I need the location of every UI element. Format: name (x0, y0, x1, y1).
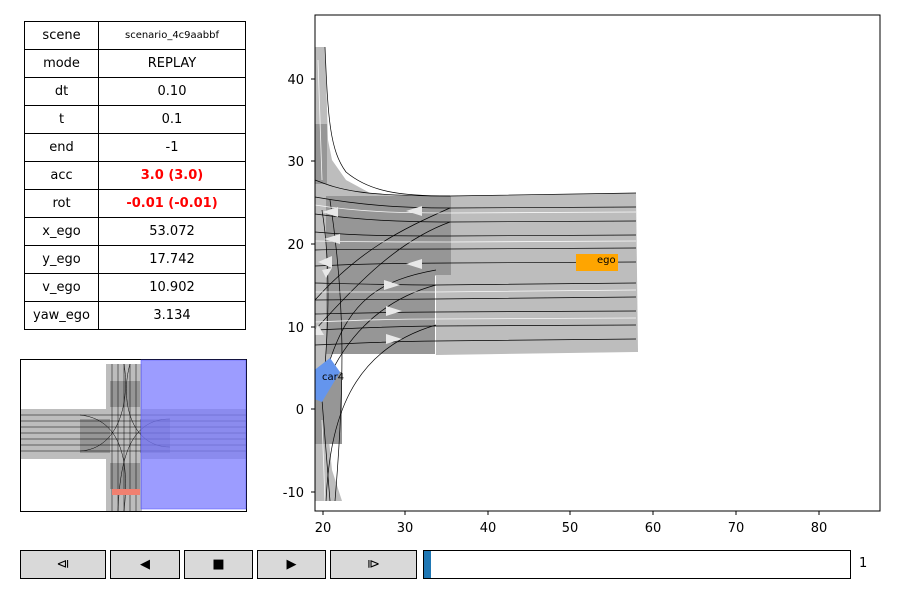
row-key: rot (24, 189, 99, 218)
row-value: 53.072 (98, 217, 246, 246)
minimap (20, 359, 247, 512)
row-key: yaw_ego (24, 301, 99, 330)
y-axis: -10 0 10 20 30 40 (283, 73, 315, 501)
road-layer (315, 46, 638, 502)
y-tick-label: 20 (287, 238, 304, 253)
play-reverse-button[interactable]: ◀ (110, 550, 180, 579)
ego-label: ego (597, 255, 616, 266)
row-key: y_ego (24, 245, 99, 274)
x-tick-label: 80 (811, 521, 828, 536)
car4-label: car4 (322, 372, 344, 383)
row-key: t (24, 105, 99, 134)
row-key: end (24, 133, 99, 162)
table-row: rot -0.01 (-0.01) (24, 189, 246, 218)
row-value: 10.902 (98, 273, 246, 302)
table-row: acc 3.0 (3.0) (24, 161, 246, 190)
step-back-button[interactable]: ⧏ (20, 550, 106, 579)
row-value: 0.10 (98, 77, 246, 106)
row-value: -0.01 (-0.01) (98, 189, 246, 218)
y-tick-label: 30 (287, 155, 304, 170)
table-row: mode REPLAY (24, 49, 246, 78)
right-road (436, 193, 638, 355)
frame-slider-fill (424, 551, 431, 578)
row-value: 3.0 (3.0) (98, 161, 246, 190)
x-tick-label: 40 (480, 521, 497, 536)
row-value: REPLAY (98, 49, 246, 78)
minimap-position-marker (112, 489, 140, 495)
row-value: -1 (98, 133, 246, 162)
row-value: 0.1 (98, 105, 246, 134)
direction-arrows (315, 206, 422, 344)
table-row: yaw_ego 3.134 (24, 301, 246, 330)
row-key: acc (24, 161, 99, 190)
x-axis: 20 30 40 50 60 70 80 (315, 511, 828, 536)
y-tick-label: 10 (287, 321, 304, 336)
table-row: dt 0.10 (24, 77, 246, 106)
row-key: x_ego (24, 217, 99, 246)
table-row: y_ego 17.742 (24, 245, 246, 274)
minimap-viewport-highlight (140, 359, 247, 510)
x-tick-label: 30 (397, 521, 414, 536)
table-row: end -1 (24, 133, 246, 162)
table-row: x_ego 53.072 (24, 217, 246, 246)
ego-vehicle (576, 254, 618, 271)
y-tick-label: -10 (283, 486, 304, 501)
row-value: 3.134 (98, 301, 246, 330)
row-value: scenario_4c9aabbf (98, 21, 246, 50)
frame-slider[interactable] (423, 550, 851, 579)
car4-vehicle (315, 358, 340, 402)
x-tick-label: 20 (315, 521, 332, 536)
table-row: v_ego 10.902 (24, 273, 246, 302)
row-key: mode (24, 49, 99, 78)
lane-centerlines (315, 59, 637, 502)
stop-button[interactable]: ■ (184, 550, 253, 579)
y-tick-label: 0 (296, 403, 304, 418)
row-key: dt (24, 77, 99, 106)
table-row: scene scenario_4c9aabbf (24, 21, 246, 50)
x-tick-label: 50 (562, 521, 579, 536)
row-key: scene (24, 21, 99, 50)
plot-frame (314, 14, 881, 512)
x-tick-label: 60 (645, 521, 662, 536)
row-value: 17.742 (98, 245, 246, 274)
row-key: v_ego (24, 273, 99, 302)
step-forward-button[interactable]: ⧐ (330, 550, 417, 579)
play-button[interactable]: ▶ (257, 550, 326, 579)
frame-value: 1 (859, 556, 868, 571)
y-tick-label: 40 (287, 73, 304, 88)
state-table: scene scenario_4c9aabbf mode REPLAY dt 0.10… (24, 21, 246, 330)
table-row: t 0.1 (24, 105, 246, 134)
x-tick-label: 70 (728, 521, 745, 536)
